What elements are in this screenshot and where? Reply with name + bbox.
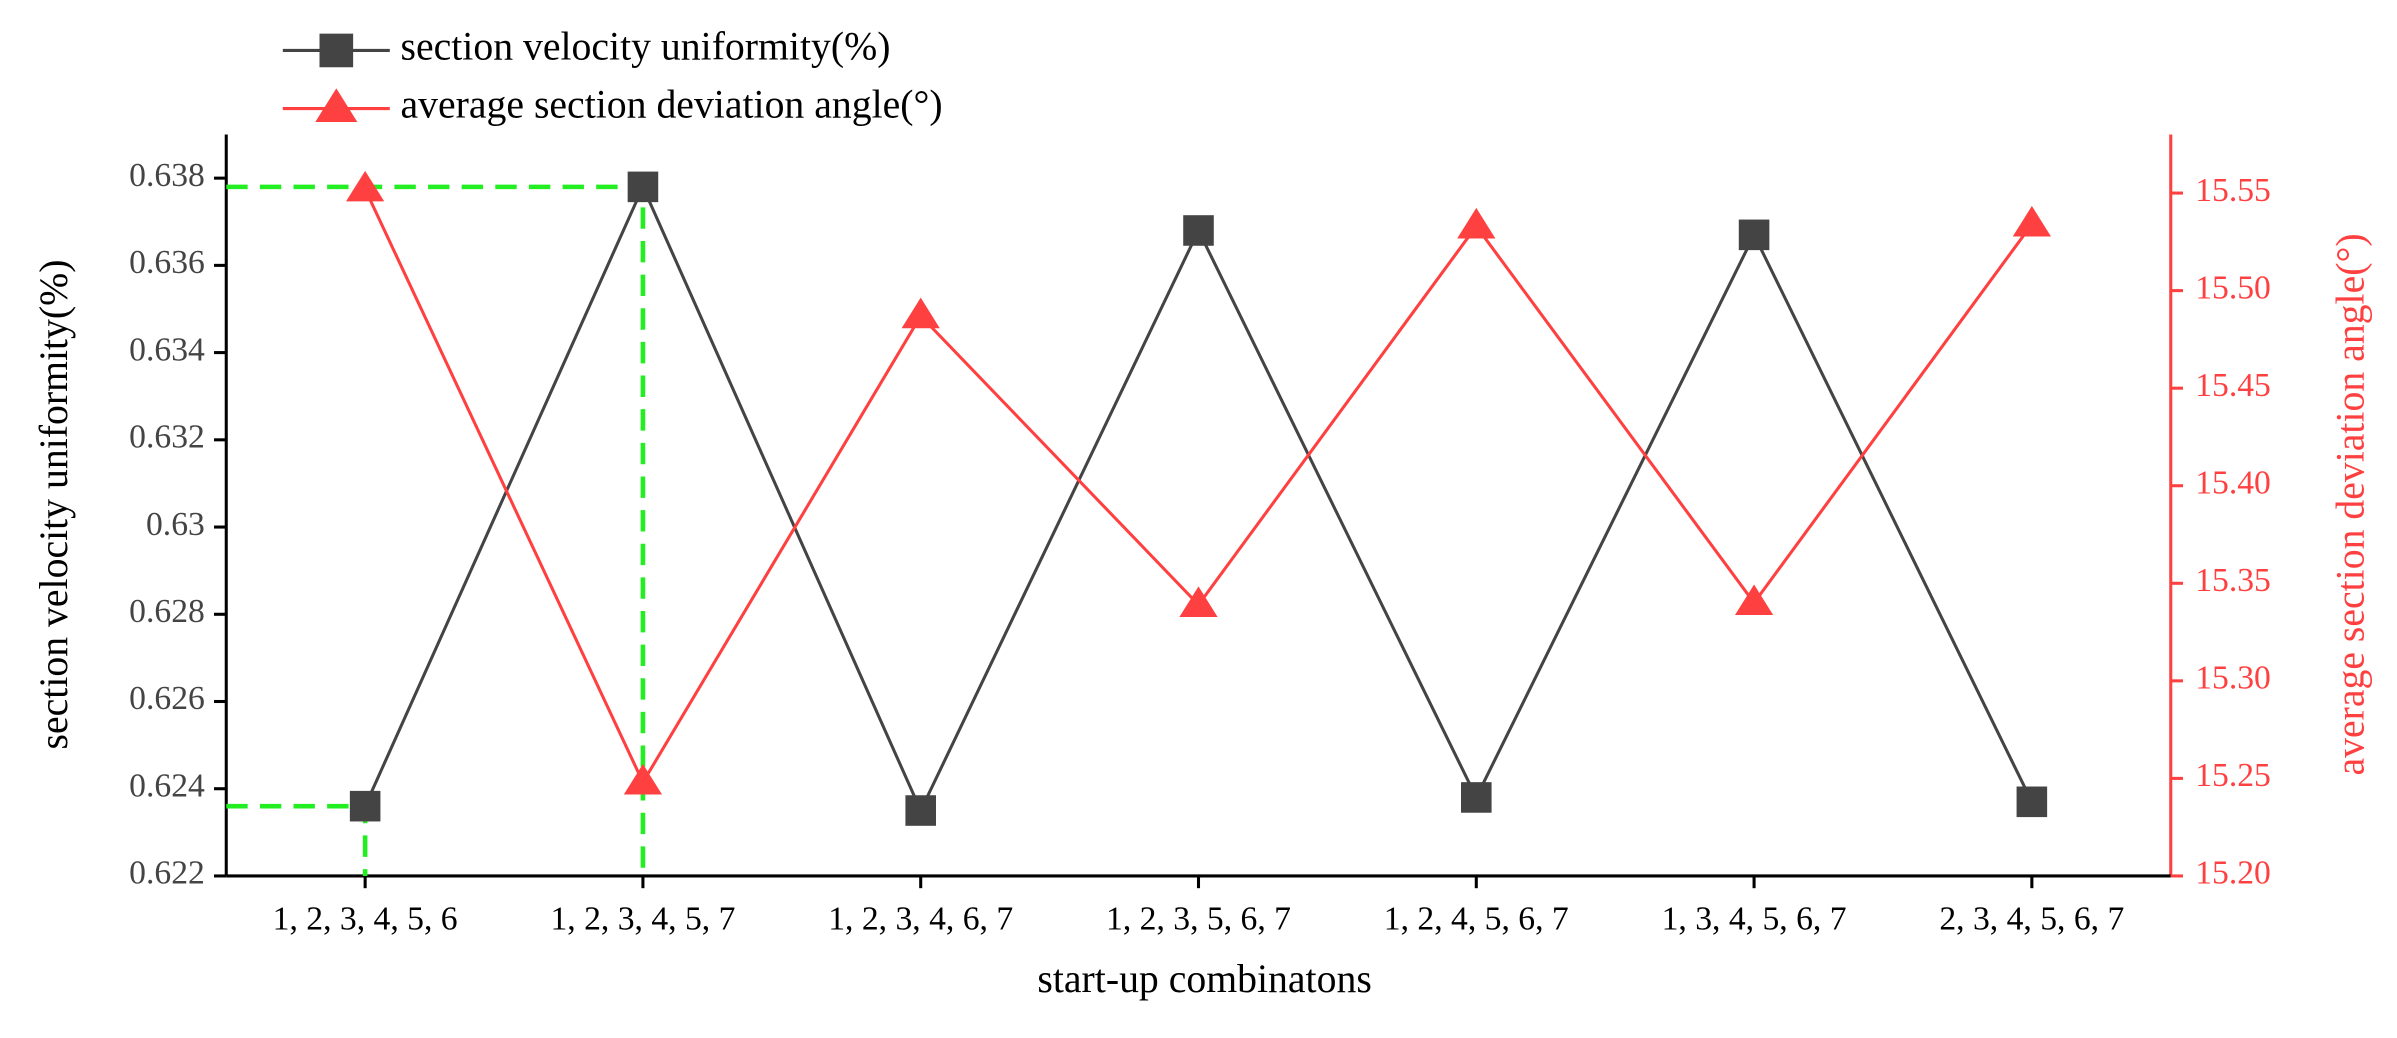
legend-marker (319, 33, 354, 68)
x-tick-label: 1, 2, 4, 5, 6, 7 (1384, 901, 1569, 938)
y-tick-label: 0.622 (129, 855, 205, 892)
y2-tick-label: 15.40 (2195, 464, 2271, 501)
y-axis-title: section velocity uniformity(%) (32, 260, 76, 750)
marker (2016, 786, 2048, 818)
x-tick-label: 1, 2, 3, 5, 6, 7 (1106, 901, 1291, 938)
y2-tick-label: 15.55 (2195, 172, 2271, 209)
y2-tick-label: 15.50 (2195, 269, 2271, 306)
y2-tick-label: 15.25 (2195, 757, 2271, 794)
y-tick-label: 0.632 (129, 419, 205, 456)
y2-tick-label: 15.45 (2195, 367, 2271, 404)
x-tick-label: 1, 2, 3, 4, 5, 6 (273, 901, 458, 938)
marker (346, 170, 385, 202)
legend-label: section velocity uniformity(%) (401, 25, 891, 69)
series-line (363, 188, 2034, 786)
marker (627, 171, 659, 203)
x-tick-label: 1, 3, 4, 5, 6, 7 (1662, 901, 1847, 938)
x-axis-title: start-up combinatons (1037, 957, 1371, 1001)
y2-axis-title: average section deviation angle(°) (2328, 233, 2372, 775)
series-line (363, 183, 2034, 815)
marker (1457, 207, 1496, 239)
legend-marker (315, 88, 358, 122)
marker (1179, 586, 1218, 617)
y-tick-label: 0.634 (129, 331, 205, 368)
y-tick-label: 0.626 (129, 680, 205, 717)
marker (349, 790, 381, 822)
marker (905, 795, 937, 826)
marker (1734, 584, 1774, 616)
y-tick-label: 0.636 (129, 244, 205, 281)
y-tick-label: 0.628 (129, 593, 205, 630)
marker (2012, 205, 2051, 237)
y-tick-label: 0.624 (129, 767, 205, 804)
marker (1738, 219, 1770, 251)
marker (1460, 782, 1492, 813)
x-tick-label: 1, 2, 3, 4, 6, 7 (828, 901, 1013, 938)
marker (623, 763, 663, 795)
marker (1183, 215, 1214, 246)
x-tick-label: 1, 2, 3, 4, 5, 7 (550, 901, 735, 938)
legend-label: average section deviation angle(°) (401, 83, 943, 127)
y-tick-label: 0.63 (146, 506, 205, 543)
guide-line (226, 803, 368, 876)
marker (901, 297, 940, 329)
y-tick-label: 0.638 (129, 157, 205, 194)
y2-tick-label: 15.35 (2195, 562, 2271, 599)
y2-tick-label: 15.20 (2195, 855, 2271, 892)
x-tick-label: 2, 3, 4, 5, 6, 7 (1939, 901, 2124, 938)
y2-tick-label: 15.30 (2195, 660, 2271, 697)
guide-line (226, 184, 646, 876)
